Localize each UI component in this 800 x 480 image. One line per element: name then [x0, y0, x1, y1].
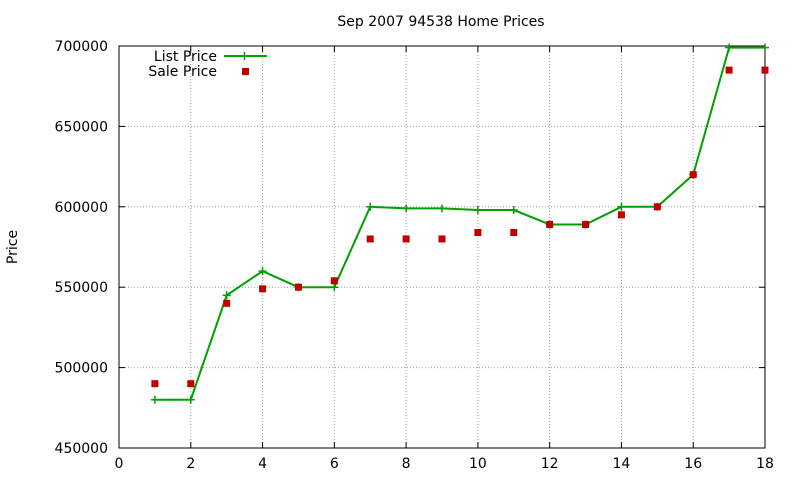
- list-price-point: [186, 395, 195, 404]
- axes: 0 2 4 6 8 10 12 14 16 18 450000 500000 550000 600000 6…: [55, 39, 774, 472]
- x-tick-label: 8: [402, 456, 411, 472]
- sale-price-point: [725, 66, 733, 74]
- sale-price-point: [617, 211, 625, 219]
- list-price-point: [258, 267, 267, 276]
- chart-title: Sep 2007 94538 Home Prices: [337, 14, 544, 30]
- grid: [119, 46, 765, 448]
- series: [150, 43, 769, 404]
- list-price-point: [402, 204, 411, 213]
- y-tick-label: 450000: [55, 441, 108, 457]
- x-tick-label: 12: [541, 456, 559, 472]
- y-tick-label: 500000: [55, 361, 108, 377]
- list-price-point: [330, 283, 339, 292]
- list-price-point: [366, 202, 375, 211]
- plot-border: [118, 45, 766, 449]
- y-tick-label: 550000: [55, 280, 108, 296]
- sale-price-point: [187, 380, 195, 388]
- x-tick-label: 0: [115, 456, 124, 472]
- sale-price-point: [294, 283, 302, 291]
- legend-label-sale-price: Sale Price: [148, 64, 217, 80]
- sale-price-point: [438, 235, 446, 243]
- x-tick-label: 6: [330, 456, 339, 472]
- x-tick-label: 14: [613, 456, 631, 472]
- y-tick-label: 650000: [55, 119, 108, 135]
- sale-price-point: [402, 235, 410, 243]
- list-price-point: [761, 43, 769, 52]
- list-price-point: [509, 206, 518, 215]
- legend-marker-sale-price: [242, 68, 249, 75]
- list-price-point: [617, 202, 626, 211]
- sale-price-point: [259, 285, 267, 293]
- x-tick-label: 2: [186, 456, 195, 472]
- sale-price-point: [366, 235, 374, 243]
- legend-label-list-price: List Price: [154, 49, 217, 65]
- sale-price-point: [330, 277, 338, 285]
- list-price-point: [473, 206, 482, 215]
- sale-price-point: [510, 229, 518, 237]
- sale-price-point: [761, 66, 769, 74]
- legend: List Price Sale Price: [148, 49, 267, 80]
- x-tick-label: 16: [684, 456, 702, 472]
- y-axis-label: Price: [5, 230, 21, 264]
- list-price-line: [154, 46, 765, 401]
- sale-price-point: [582, 220, 590, 228]
- list-price-point: [150, 395, 159, 404]
- sale-price-point: [689, 171, 697, 179]
- x-tick-label: 10: [469, 456, 487, 472]
- y-tick-label: 600000: [55, 200, 108, 216]
- legend-marker-list-price: [240, 52, 249, 60]
- list-price-point: [222, 291, 231, 300]
- y-tick-label: 700000: [55, 39, 108, 55]
- sale-price-point: [546, 220, 554, 228]
- sale-price-point: [223, 299, 231, 307]
- sale-price-point: [653, 203, 661, 211]
- x-tick-label: 4: [258, 456, 267, 472]
- sale-price-point: [474, 229, 482, 237]
- list-price-point: [438, 204, 446, 213]
- list-price-point: [725, 43, 734, 52]
- sale-price-point: [151, 380, 159, 388]
- x-tick-label: 18: [756, 456, 774, 472]
